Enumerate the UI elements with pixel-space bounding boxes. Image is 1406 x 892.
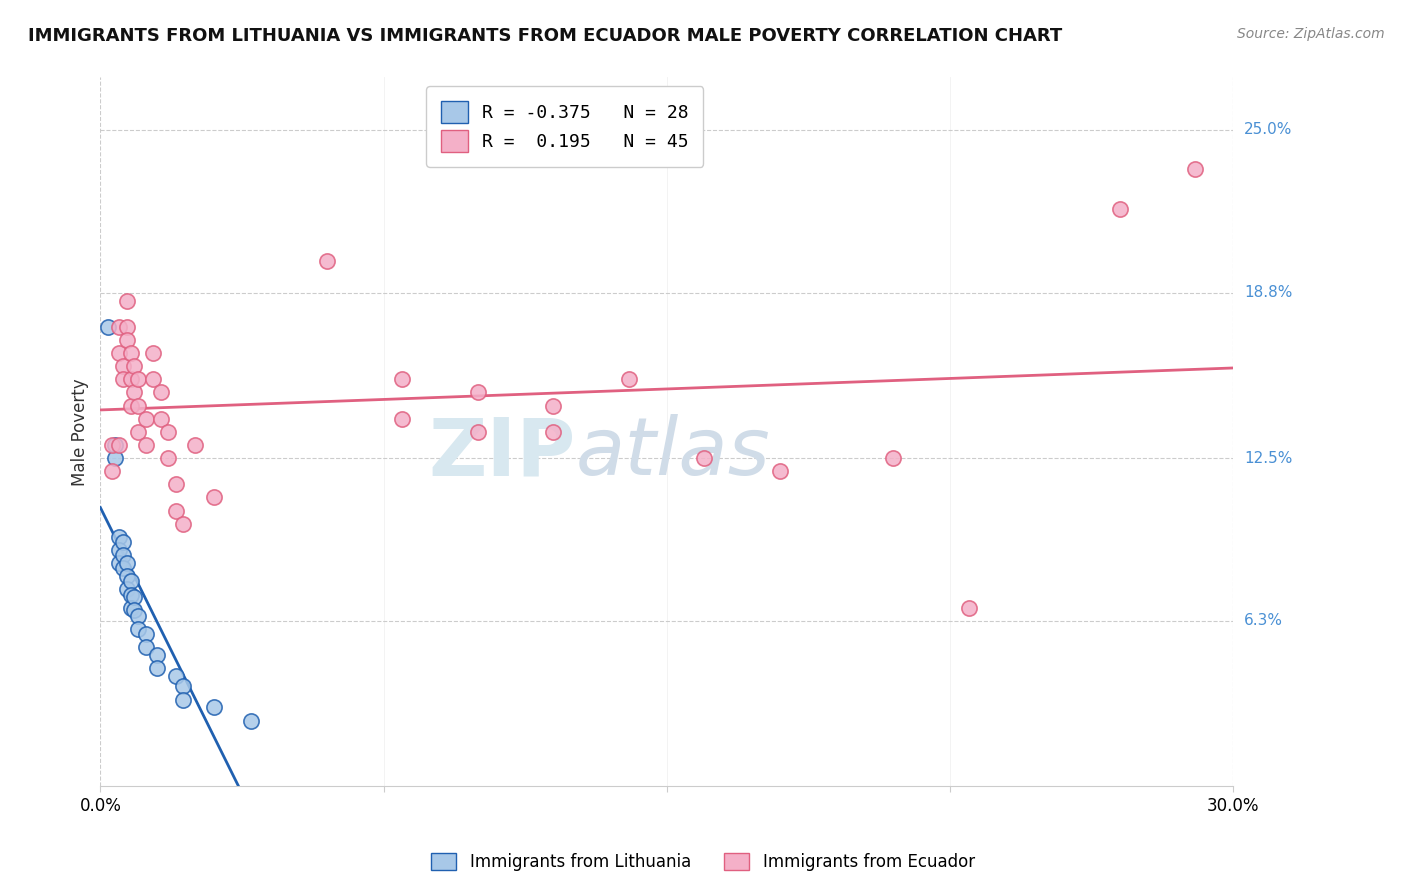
Point bbox=[120, 399, 142, 413]
Point bbox=[108, 346, 131, 360]
Point bbox=[240, 714, 263, 728]
Text: ZIP: ZIP bbox=[429, 414, 576, 492]
Point bbox=[165, 669, 187, 683]
Point bbox=[202, 491, 225, 505]
Point bbox=[135, 411, 157, 425]
Point bbox=[142, 372, 165, 386]
Point bbox=[104, 450, 127, 465]
Point bbox=[391, 372, 413, 386]
Point bbox=[172, 516, 194, 531]
Point bbox=[100, 464, 122, 478]
Point bbox=[693, 450, 716, 465]
Point bbox=[127, 372, 149, 386]
Point bbox=[108, 319, 131, 334]
Point bbox=[104, 438, 127, 452]
Point bbox=[111, 535, 134, 549]
Text: IMMIGRANTS FROM LITHUANIA VS IMMIGRANTS FROM ECUADOR MALE POVERTY CORRELATION CH: IMMIGRANTS FROM LITHUANIA VS IMMIGRANTS … bbox=[28, 27, 1063, 45]
Point bbox=[111, 561, 134, 575]
Legend: Immigrants from Lithuania, Immigrants from Ecuador: Immigrants from Lithuania, Immigrants fr… bbox=[423, 845, 983, 880]
Point bbox=[120, 588, 142, 602]
Point bbox=[172, 680, 194, 694]
Point bbox=[135, 627, 157, 641]
Point bbox=[184, 438, 207, 452]
Text: 6.3%: 6.3% bbox=[1244, 614, 1284, 628]
Point bbox=[957, 600, 980, 615]
Point bbox=[108, 556, 131, 570]
Point bbox=[135, 438, 157, 452]
Y-axis label: Male Poverty: Male Poverty bbox=[72, 378, 89, 485]
Point bbox=[149, 385, 172, 400]
Point bbox=[120, 574, 142, 589]
Point bbox=[97, 319, 120, 334]
Point bbox=[124, 359, 146, 374]
Text: 12.5%: 12.5% bbox=[1244, 450, 1292, 466]
Point bbox=[115, 333, 138, 347]
Point bbox=[202, 700, 225, 714]
Point bbox=[172, 692, 194, 706]
Point bbox=[127, 608, 149, 623]
Point bbox=[127, 399, 149, 413]
Legend: R = -0.375   N = 28, R =  0.195   N = 45: R = -0.375 N = 28, R = 0.195 N = 45 bbox=[426, 87, 703, 167]
Point bbox=[157, 450, 180, 465]
Point bbox=[142, 346, 165, 360]
Point bbox=[146, 648, 169, 662]
Text: 18.8%: 18.8% bbox=[1244, 285, 1292, 301]
Point bbox=[1184, 162, 1206, 177]
Point bbox=[543, 399, 565, 413]
Point bbox=[111, 359, 134, 374]
Point bbox=[467, 385, 489, 400]
Point bbox=[111, 372, 134, 386]
Point bbox=[391, 411, 413, 425]
Point bbox=[617, 372, 640, 386]
Point bbox=[100, 438, 122, 452]
Point bbox=[120, 600, 142, 615]
Point bbox=[882, 450, 904, 465]
Point bbox=[146, 661, 169, 675]
Text: Source: ZipAtlas.com: Source: ZipAtlas.com bbox=[1237, 27, 1385, 41]
Point bbox=[467, 425, 489, 439]
Point bbox=[769, 464, 792, 478]
Point bbox=[108, 438, 131, 452]
Point bbox=[124, 590, 146, 604]
Point bbox=[120, 346, 142, 360]
Point bbox=[124, 603, 146, 617]
Point bbox=[108, 542, 131, 557]
Point bbox=[115, 319, 138, 334]
Point bbox=[108, 530, 131, 544]
Point bbox=[115, 582, 138, 597]
Point bbox=[165, 477, 187, 491]
Point bbox=[543, 425, 565, 439]
Point bbox=[124, 385, 146, 400]
Text: atlas: atlas bbox=[576, 414, 770, 492]
Point bbox=[127, 425, 149, 439]
Point bbox=[316, 254, 339, 268]
Text: 25.0%: 25.0% bbox=[1244, 122, 1292, 137]
Point bbox=[115, 556, 138, 570]
Point bbox=[135, 640, 157, 654]
Point bbox=[120, 372, 142, 386]
Point bbox=[1108, 202, 1130, 216]
Point bbox=[165, 503, 187, 517]
Point bbox=[127, 622, 149, 636]
Point bbox=[111, 548, 134, 562]
Point bbox=[149, 411, 172, 425]
Point bbox=[157, 425, 180, 439]
Point bbox=[115, 293, 138, 308]
Point bbox=[115, 569, 138, 583]
